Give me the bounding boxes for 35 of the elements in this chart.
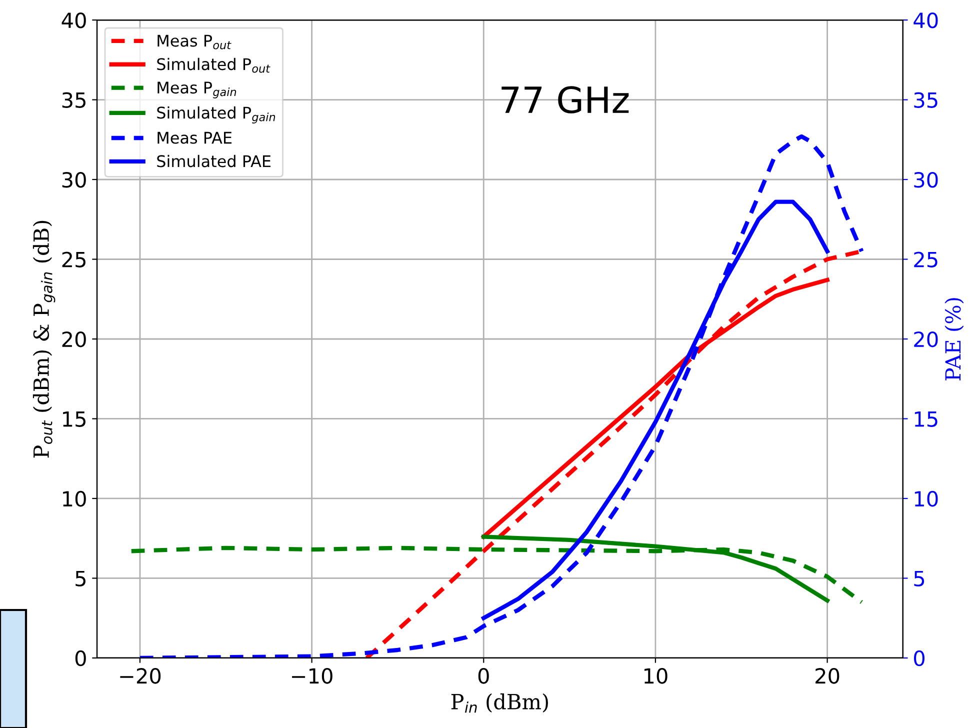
line-series <box>482 200 830 620</box>
y2-tick-label: 25 <box>914 252 938 268</box>
y-tick-label: 35 <box>62 92 86 108</box>
y-tick-label: 15 <box>63 411 86 427</box>
legend-label: Simulated PAE <box>157 154 271 168</box>
x-tick-label: 0 <box>478 668 489 684</box>
y2-tick-label: 30 <box>914 172 938 188</box>
x-axis-title: P$_{in}$ (dBm) <box>451 693 548 713</box>
y-tick-label: 30 <box>62 172 86 188</box>
annotation: 77 GHz <box>502 86 629 114</box>
y2-tick-label: 35 <box>914 92 938 108</box>
y2-tick-label: 0 <box>914 650 924 666</box>
line-series <box>482 278 830 539</box>
y2-axis-title: PAE (%) <box>944 298 964 380</box>
legend-label: Meas PAE <box>158 132 232 144</box>
x-tick-label: 10 <box>644 668 668 684</box>
x-tick-label: −10 <box>292 668 332 684</box>
y-tick-label: 25 <box>62 252 86 268</box>
y2-tick-label: 15 <box>914 411 938 427</box>
y2-tick-label: 40 <box>914 12 938 28</box>
legend-label: Simulated P$_{out}$ <box>157 58 270 73</box>
x-tick-label: −20 <box>120 668 161 684</box>
y2-tick-label: 20 <box>914 331 938 348</box>
y-axis-title: P$_{out}$ (dBm) & P$_{gain}$ (dB) <box>32 220 56 458</box>
y-tick-label: 5 <box>76 570 86 586</box>
x-tick-label: 20 <box>816 668 840 684</box>
y-tick-label: 40 <box>62 12 86 28</box>
legend-label: Meas P$_{out}$ <box>158 34 232 50</box>
y-tick-label: 10 <box>63 490 86 507</box>
y-tick-label: 20 <box>62 331 86 348</box>
legend-label: Meas P$_{gain}$ <box>158 82 236 98</box>
y2-tick-label: 5 <box>914 570 924 586</box>
legend-label: Simulated P$_{gain}$ <box>157 106 276 124</box>
y2-tick-label: 10 <box>914 490 938 507</box>
y-tick-label: 0 <box>75 650 86 666</box>
